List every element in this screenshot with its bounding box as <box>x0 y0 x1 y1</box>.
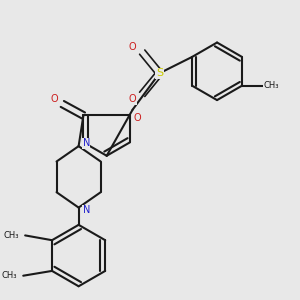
Text: O: O <box>51 94 58 104</box>
Text: N: N <box>82 206 90 215</box>
Text: O: O <box>129 42 136 52</box>
Text: CH₃: CH₃ <box>2 271 17 280</box>
Text: N: N <box>82 138 90 148</box>
Text: O: O <box>134 113 141 123</box>
Text: CH₃: CH₃ <box>263 81 278 90</box>
Text: O: O <box>129 94 136 104</box>
Text: S: S <box>156 68 163 78</box>
Text: CH₃: CH₃ <box>4 231 20 240</box>
